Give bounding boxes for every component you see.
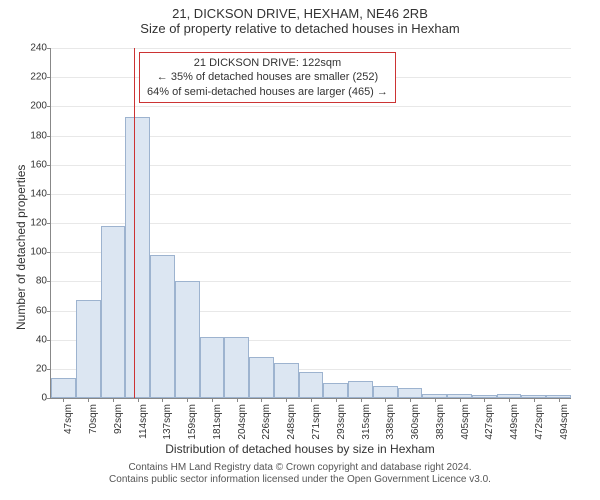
y-tick-label: 200: [21, 101, 47, 112]
y-tick-mark: [47, 252, 51, 253]
x-tick-mark: [534, 398, 535, 402]
x-tick-mark: [88, 398, 89, 402]
chart-container: 21, DICKSON DRIVE, HEXHAM, NE46 2RB Size…: [0, 0, 600, 500]
x-tick-mark: [162, 398, 163, 402]
y-tick-mark: [47, 136, 51, 137]
histogram-bar: [398, 388, 423, 398]
y-tick-mark: [47, 106, 51, 107]
histogram-bar: [51, 378, 76, 398]
histogram-bar: [348, 381, 373, 399]
footer-line1: Contains HM Land Registry data © Crown c…: [0, 462, 600, 474]
x-tick-mark: [138, 398, 139, 402]
x-tick-mark: [237, 398, 238, 402]
y-tick-label: 220: [21, 72, 47, 83]
y-tick-label: 160: [21, 159, 47, 170]
y-tick-label: 40: [21, 334, 47, 345]
y-tick-mark: [47, 311, 51, 312]
footer: Contains HM Land Registry data © Crown c…: [0, 462, 600, 486]
info-line: 64% of semi-detached houses are larger (…: [147, 85, 388, 99]
histogram-bar: [274, 363, 299, 398]
histogram-bar: [373, 386, 398, 398]
histogram-bar: [224, 337, 249, 398]
y-tick-label: 120: [21, 218, 47, 229]
y-tick-label: 20: [21, 363, 47, 374]
y-tick-label: 180: [21, 130, 47, 141]
histogram-bar: [175, 281, 200, 398]
x-tick-mark: [361, 398, 362, 402]
x-axis-label: Distribution of detached houses by size …: [0, 442, 600, 456]
x-tick-mark: [286, 398, 287, 402]
x-tick-mark: [336, 398, 337, 402]
x-tick-mark: [410, 398, 411, 402]
x-tick-mark: [559, 398, 560, 402]
histogram-bar: [76, 300, 101, 398]
x-tick-mark: [435, 398, 436, 402]
y-tick-mark: [47, 165, 51, 166]
y-tick-mark: [47, 48, 51, 49]
chart-subtitle: Size of property relative to detached ho…: [0, 21, 600, 40]
y-tick-label: 60: [21, 305, 47, 316]
x-tick-mark: [187, 398, 188, 402]
y-tick-label: 240: [21, 43, 47, 54]
x-tick-mark: [460, 398, 461, 402]
histogram-bar: [150, 255, 175, 398]
histogram-bar: [200, 337, 225, 398]
x-tick-mark: [63, 398, 64, 402]
info-line: 21 DICKSON DRIVE: 122sqm: [147, 56, 388, 70]
y-tick-mark: [47, 340, 51, 341]
gridline: [51, 48, 571, 49]
chart-area: 02040608010012014016018020022024047sqm70…: [50, 48, 570, 398]
y-tick-label: 140: [21, 188, 47, 199]
info-box: 21 DICKSON DRIVE: 122sqm← 35% of detache…: [139, 52, 396, 103]
y-tick-label: 0: [21, 393, 47, 404]
y-tick-mark: [47, 223, 51, 224]
y-tick-mark: [47, 281, 51, 282]
x-tick-mark: [509, 398, 510, 402]
x-tick-mark: [261, 398, 262, 402]
x-tick-mark: [113, 398, 114, 402]
page-title: 21, DICKSON DRIVE, HEXHAM, NE46 2RB: [0, 0, 600, 21]
y-tick-mark: [47, 77, 51, 78]
y-tick-mark: [47, 398, 51, 399]
x-tick-mark: [484, 398, 485, 402]
y-tick-mark: [47, 194, 51, 195]
info-line: ← 35% of detached houses are smaller (25…: [147, 70, 388, 84]
x-tick-mark: [385, 398, 386, 402]
footer-line2: Contains public sector information licen…: [0, 474, 600, 486]
y-tick-mark: [47, 369, 51, 370]
y-tick-label: 100: [21, 247, 47, 258]
reference-line: [134, 48, 135, 398]
y-tick-label: 80: [21, 276, 47, 287]
histogram-bar: [323, 383, 348, 398]
histogram-bar: [299, 372, 324, 398]
x-tick-mark: [311, 398, 312, 402]
histogram-bar: [125, 117, 150, 398]
plot-area: 02040608010012014016018020022024047sqm70…: [50, 48, 571, 399]
histogram-bar: [249, 357, 274, 398]
histogram-bar: [101, 226, 126, 398]
gridline: [51, 106, 571, 107]
x-tick-mark: [212, 398, 213, 402]
